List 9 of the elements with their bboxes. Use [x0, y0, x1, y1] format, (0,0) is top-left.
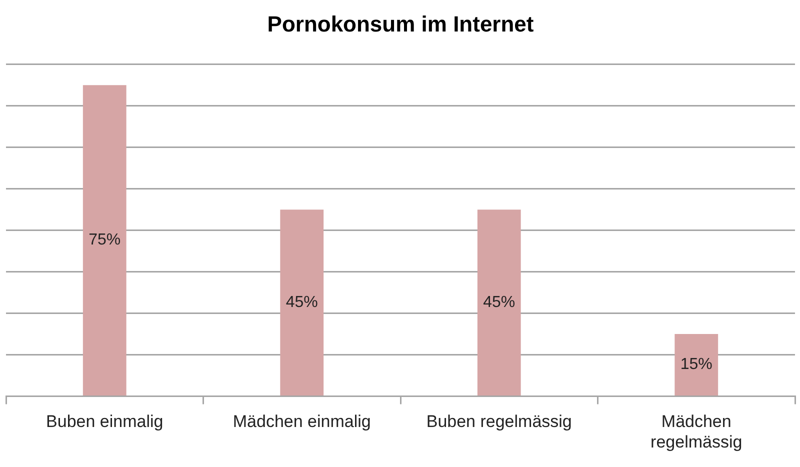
- x-tick-label: Buben einmalig: [46, 412, 164, 432]
- x-tick-label: Buben regelmässig: [426, 412, 572, 432]
- x-tick-label: Mädchen regelmässig: [650, 412, 742, 452]
- data-label: 45%: [483, 294, 516, 311]
- data-label: 15%: [680, 356, 712, 374]
- data-label: 45%: [286, 294, 318, 311]
- data-label: 75%: [88, 232, 121, 249]
- chart-title: Pornokonsum im Internet: [267, 11, 534, 36]
- x-tick-label: Mädchen einmalig: [232, 412, 371, 432]
